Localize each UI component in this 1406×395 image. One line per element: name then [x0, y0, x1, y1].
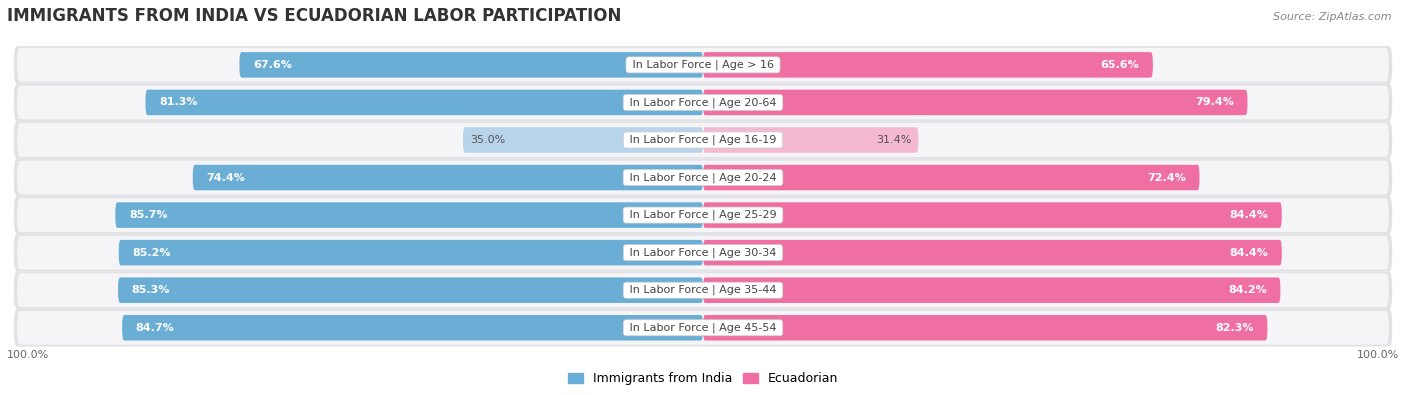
FancyBboxPatch shape: [118, 277, 703, 303]
Text: 67.6%: 67.6%: [253, 60, 292, 70]
FancyBboxPatch shape: [703, 277, 1281, 303]
Text: 84.4%: 84.4%: [1229, 210, 1268, 220]
Text: In Labor Force | Age 35-44: In Labor Force | Age 35-44: [626, 285, 780, 295]
FancyBboxPatch shape: [14, 46, 1392, 84]
Text: 65.6%: 65.6%: [1101, 60, 1139, 70]
Text: 79.4%: 79.4%: [1195, 98, 1234, 107]
FancyBboxPatch shape: [703, 202, 1282, 228]
FancyBboxPatch shape: [17, 311, 1389, 345]
Text: 85.2%: 85.2%: [132, 248, 172, 258]
FancyBboxPatch shape: [703, 90, 1247, 115]
FancyBboxPatch shape: [118, 240, 703, 265]
Text: Source: ZipAtlas.com: Source: ZipAtlas.com: [1274, 12, 1392, 22]
Text: IMMIGRANTS FROM INDIA VS ECUADORIAN LABOR PARTICIPATION: IMMIGRANTS FROM INDIA VS ECUADORIAN LABO…: [7, 7, 621, 25]
Text: 100.0%: 100.0%: [1357, 350, 1399, 360]
Text: In Labor Force | Age 20-64: In Labor Force | Age 20-64: [626, 97, 780, 108]
Text: In Labor Force | Age 30-34: In Labor Force | Age 30-34: [626, 247, 780, 258]
FancyBboxPatch shape: [17, 161, 1389, 194]
Text: 84.7%: 84.7%: [136, 323, 174, 333]
FancyBboxPatch shape: [703, 52, 1153, 78]
Text: In Labor Force | Age > 16: In Labor Force | Age > 16: [628, 60, 778, 70]
FancyBboxPatch shape: [463, 127, 703, 153]
FancyBboxPatch shape: [17, 86, 1389, 119]
Text: 81.3%: 81.3%: [159, 98, 198, 107]
Text: 85.7%: 85.7%: [129, 210, 167, 220]
Text: In Labor Force | Age 45-54: In Labor Force | Age 45-54: [626, 322, 780, 333]
Text: 72.4%: 72.4%: [1147, 173, 1185, 182]
Text: 100.0%: 100.0%: [7, 350, 49, 360]
FancyBboxPatch shape: [14, 271, 1392, 309]
FancyBboxPatch shape: [703, 165, 1199, 190]
Text: 85.3%: 85.3%: [132, 285, 170, 295]
Text: 84.4%: 84.4%: [1229, 248, 1268, 258]
FancyBboxPatch shape: [122, 315, 703, 340]
FancyBboxPatch shape: [145, 90, 703, 115]
Text: 74.4%: 74.4%: [207, 173, 246, 182]
FancyBboxPatch shape: [17, 48, 1389, 82]
FancyBboxPatch shape: [14, 84, 1392, 121]
FancyBboxPatch shape: [703, 127, 918, 153]
FancyBboxPatch shape: [239, 52, 703, 78]
FancyBboxPatch shape: [14, 121, 1392, 159]
Text: 84.2%: 84.2%: [1227, 285, 1267, 295]
Text: In Labor Force | Age 25-29: In Labor Force | Age 25-29: [626, 210, 780, 220]
Text: 31.4%: 31.4%: [876, 135, 911, 145]
FancyBboxPatch shape: [14, 234, 1392, 271]
FancyBboxPatch shape: [17, 123, 1389, 157]
FancyBboxPatch shape: [193, 165, 703, 190]
FancyBboxPatch shape: [703, 315, 1267, 340]
Text: 35.0%: 35.0%: [470, 135, 505, 145]
FancyBboxPatch shape: [17, 198, 1389, 232]
Text: In Labor Force | Age 16-19: In Labor Force | Age 16-19: [626, 135, 780, 145]
FancyBboxPatch shape: [14, 196, 1392, 234]
FancyBboxPatch shape: [17, 273, 1389, 307]
Legend: Immigrants from India, Ecuadorian: Immigrants from India, Ecuadorian: [564, 367, 842, 390]
Text: In Labor Force | Age 20-24: In Labor Force | Age 20-24: [626, 172, 780, 183]
FancyBboxPatch shape: [17, 236, 1389, 269]
Text: 82.3%: 82.3%: [1215, 323, 1254, 333]
FancyBboxPatch shape: [703, 240, 1282, 265]
FancyBboxPatch shape: [14, 309, 1392, 346]
FancyBboxPatch shape: [115, 202, 703, 228]
FancyBboxPatch shape: [14, 159, 1392, 196]
